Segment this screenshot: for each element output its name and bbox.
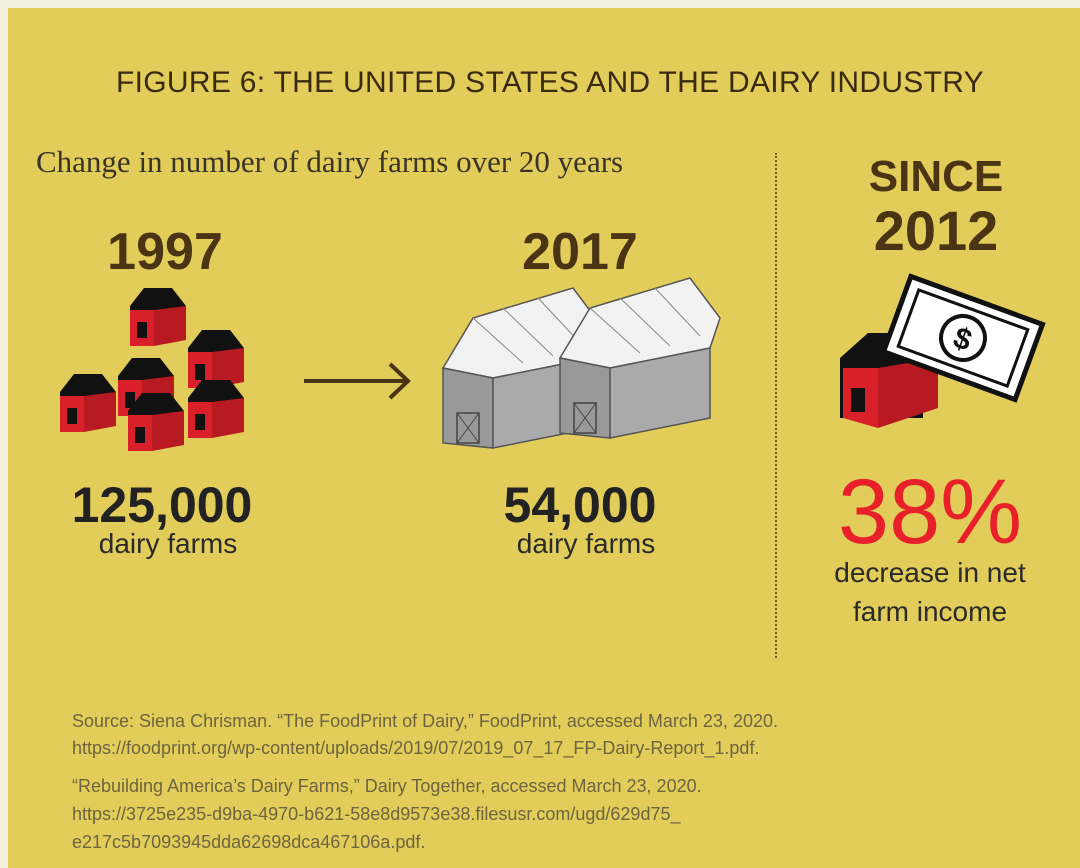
gray-barns	[442, 277, 721, 449]
farm-count: 125,000	[71, 477, 253, 533]
year: 1997	[107, 223, 223, 281]
source-line: Source: Siena Chrisman. “The FoodPrint o…	[72, 711, 778, 731]
source-line: https://3725e235-d9ba-4970-b621-58e8d957…	[72, 804, 681, 824]
since-label: SINCE	[868, 152, 1004, 201]
source-line: e217c5b7093945dda62698dca467106a.pdf.	[72, 832, 426, 852]
unit: dairy farms	[98, 528, 238, 559]
since-year: 2012	[873, 199, 999, 262]
title: FIGURE 6: THE UNITED STATES AND THE DAIR…	[116, 66, 984, 99]
source-line: https://foodprint.org/wp-content/uploads…	[72, 738, 760, 758]
illustrations: $	[60, 273, 1046, 451]
subtitle: Change in number of dairy farms over 20 …	[36, 144, 624, 179]
caption: decrease in net farm income	[834, 557, 1026, 627]
divider	[775, 153, 777, 658]
source-line: “Rebuilding America’s Dairy Farms,” Dair…	[72, 776, 702, 796]
year: 2017	[522, 223, 638, 281]
arrow	[304, 362, 411, 400]
unit: dairy farms	[516, 528, 656, 559]
barn-money-icon: $	[840, 273, 1046, 428]
farm-count: 54,000	[503, 477, 657, 533]
infographic: $ FIGURE 6: THE UNITED STATES AND THE DA…	[8, 8, 1080, 868]
percent: 38%	[837, 461, 1023, 563]
red-barns	[60, 288, 244, 451]
